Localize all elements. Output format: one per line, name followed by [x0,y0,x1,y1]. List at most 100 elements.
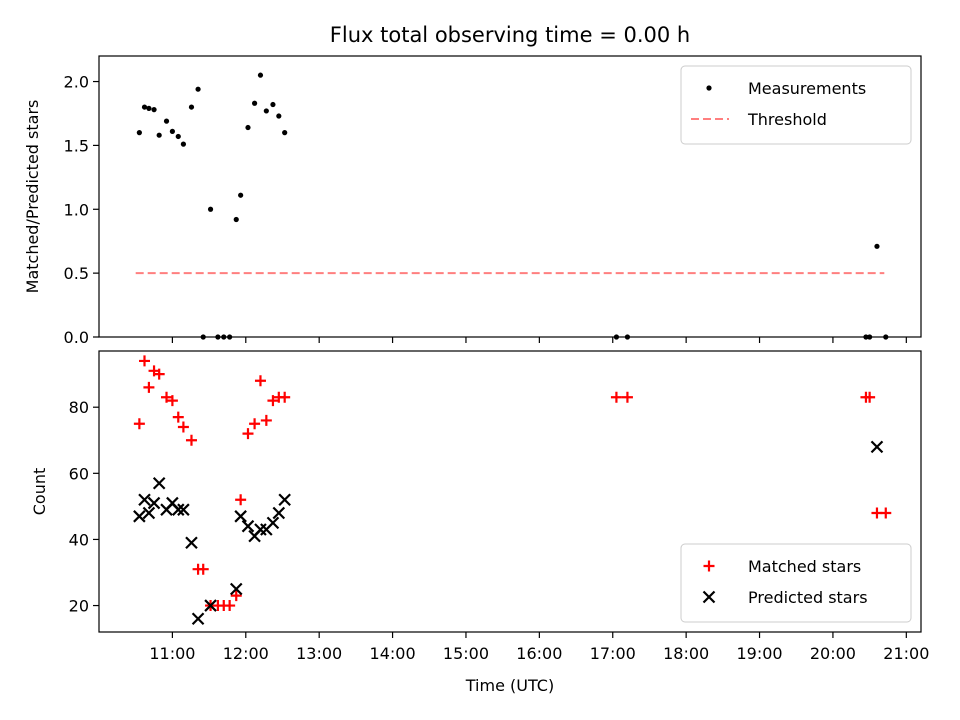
predicted-stars-point [152,476,166,490]
legend-swatch [706,85,712,91]
predicted-stars-point [138,493,151,507]
measurements-point [270,101,276,108]
predicted-stars-point [191,612,205,626]
predicted-stars-point [185,536,198,550]
x-tick-label: 16:00 [516,644,562,663]
predicted-stars-point [234,510,247,523]
y-tick-label: 0.0 [64,328,89,347]
predicted-stars-point [229,582,243,596]
y-tick-label: 20 [69,597,89,616]
count-panel: 11:00 12:00 13:00 14:00 15:00 16:00 17:00 18:00… [30,350,929,663]
legend: Matched stars Predicted stars [680,543,912,623]
measurements-point [863,334,869,340]
predicted-stars-point [133,510,146,523]
measurements-point [624,334,631,340]
x-tick-label: 19:00 [736,644,782,663]
legend-label: Matched stars [748,557,861,576]
predicted-stars-point [272,506,286,520]
measurements-point [141,104,148,110]
predicted-stars-point [142,506,156,520]
measurements-point [221,334,227,340]
measurements-point [276,113,282,119]
matched-stars-point [279,391,291,403]
matched-stars-point [260,414,272,426]
legend-swatch [702,590,716,604]
measurements-point [207,206,214,212]
measurements-point [227,334,233,340]
y-tick-label: 1.0 [64,200,89,219]
measurements-point [200,334,206,340]
axes-frame [98,55,922,338]
x-tick-label: 13:00 [296,644,342,663]
matched-stars-point [621,391,633,403]
predicted-stars-point [266,516,280,530]
measurements-point [263,108,269,114]
predicted-stars-point [147,496,161,510]
measurements-point [613,334,620,340]
legend-box [680,543,912,623]
predicted-stars-point [241,519,255,533]
measurements-point [251,100,258,106]
predicted-stars-point [870,440,884,454]
data-layer [135,72,889,340]
chart-title: Flux total observing time = 0.00 h [330,23,690,47]
matched-stars-point [139,355,151,367]
legend-swatch [703,560,715,572]
measurements-point [233,216,239,223]
matched-stars-point [267,395,279,407]
measurements-point [156,132,162,138]
predicted-stars-point [171,503,185,516]
x-tick-label: 20:00 [810,644,856,663]
y-tick-label: 2.0 [64,73,89,92]
measurements-point [175,133,181,140]
x-tick-label: 15:00 [443,644,489,663]
matched-stars-point [166,395,178,407]
matched-stars-point [161,391,173,403]
measurements-point [136,130,142,136]
measurements-point [146,105,152,111]
measurements-point [195,86,201,92]
y-tick-label: 60 [69,464,89,483]
x-tick-label: 21:00 [883,644,929,663]
measurements-point [169,128,175,134]
legend-label: Predicted stars [748,588,868,607]
measurements-point [257,72,264,78]
measurements-point [874,243,880,249]
measurements-point [867,334,873,340]
x-axis-label: Time (UTC) [465,676,554,695]
legend-label: Measurements [748,79,866,98]
matched-stars-point [254,375,266,387]
y-tick-label: 40 [69,530,89,549]
measurements-point [238,192,244,198]
y-tick-label: 80 [69,398,89,417]
matched-stars-point [172,411,184,423]
x-tick-label: 14:00 [370,644,416,663]
x-tick-label: 18:00 [663,644,709,663]
matched-stars-point [133,418,145,430]
matched-stars-point [235,494,247,506]
matched-stars-point [864,391,876,403]
measurements-point [163,118,170,124]
predicted-stars-point [204,599,217,612]
matched-stars-point [880,507,892,519]
matched-stars-point [224,600,236,612]
matched-stars-point [185,434,197,446]
matched-stars-point [177,421,189,433]
legend: Measurements Threshold [680,65,912,145]
matched-stars-point [249,418,261,430]
data-layer [133,355,892,626]
measurements-point [282,130,288,136]
x-tick-label: 11:00 [149,644,195,663]
legend-box [680,65,912,145]
x-tick-label: 12:00 [223,644,269,663]
y-tick-label: 1.5 [64,136,89,155]
measurements-point [245,124,251,131]
measurements-point [883,334,889,340]
predicted-stars-point [278,493,291,507]
y-axis-label: Matched/Predicted stars [23,100,42,294]
measurements-point [188,104,195,110]
predicted-stars-point [177,503,190,516]
measurements-point [180,141,187,147]
y-axis-label: Count [30,468,49,516]
